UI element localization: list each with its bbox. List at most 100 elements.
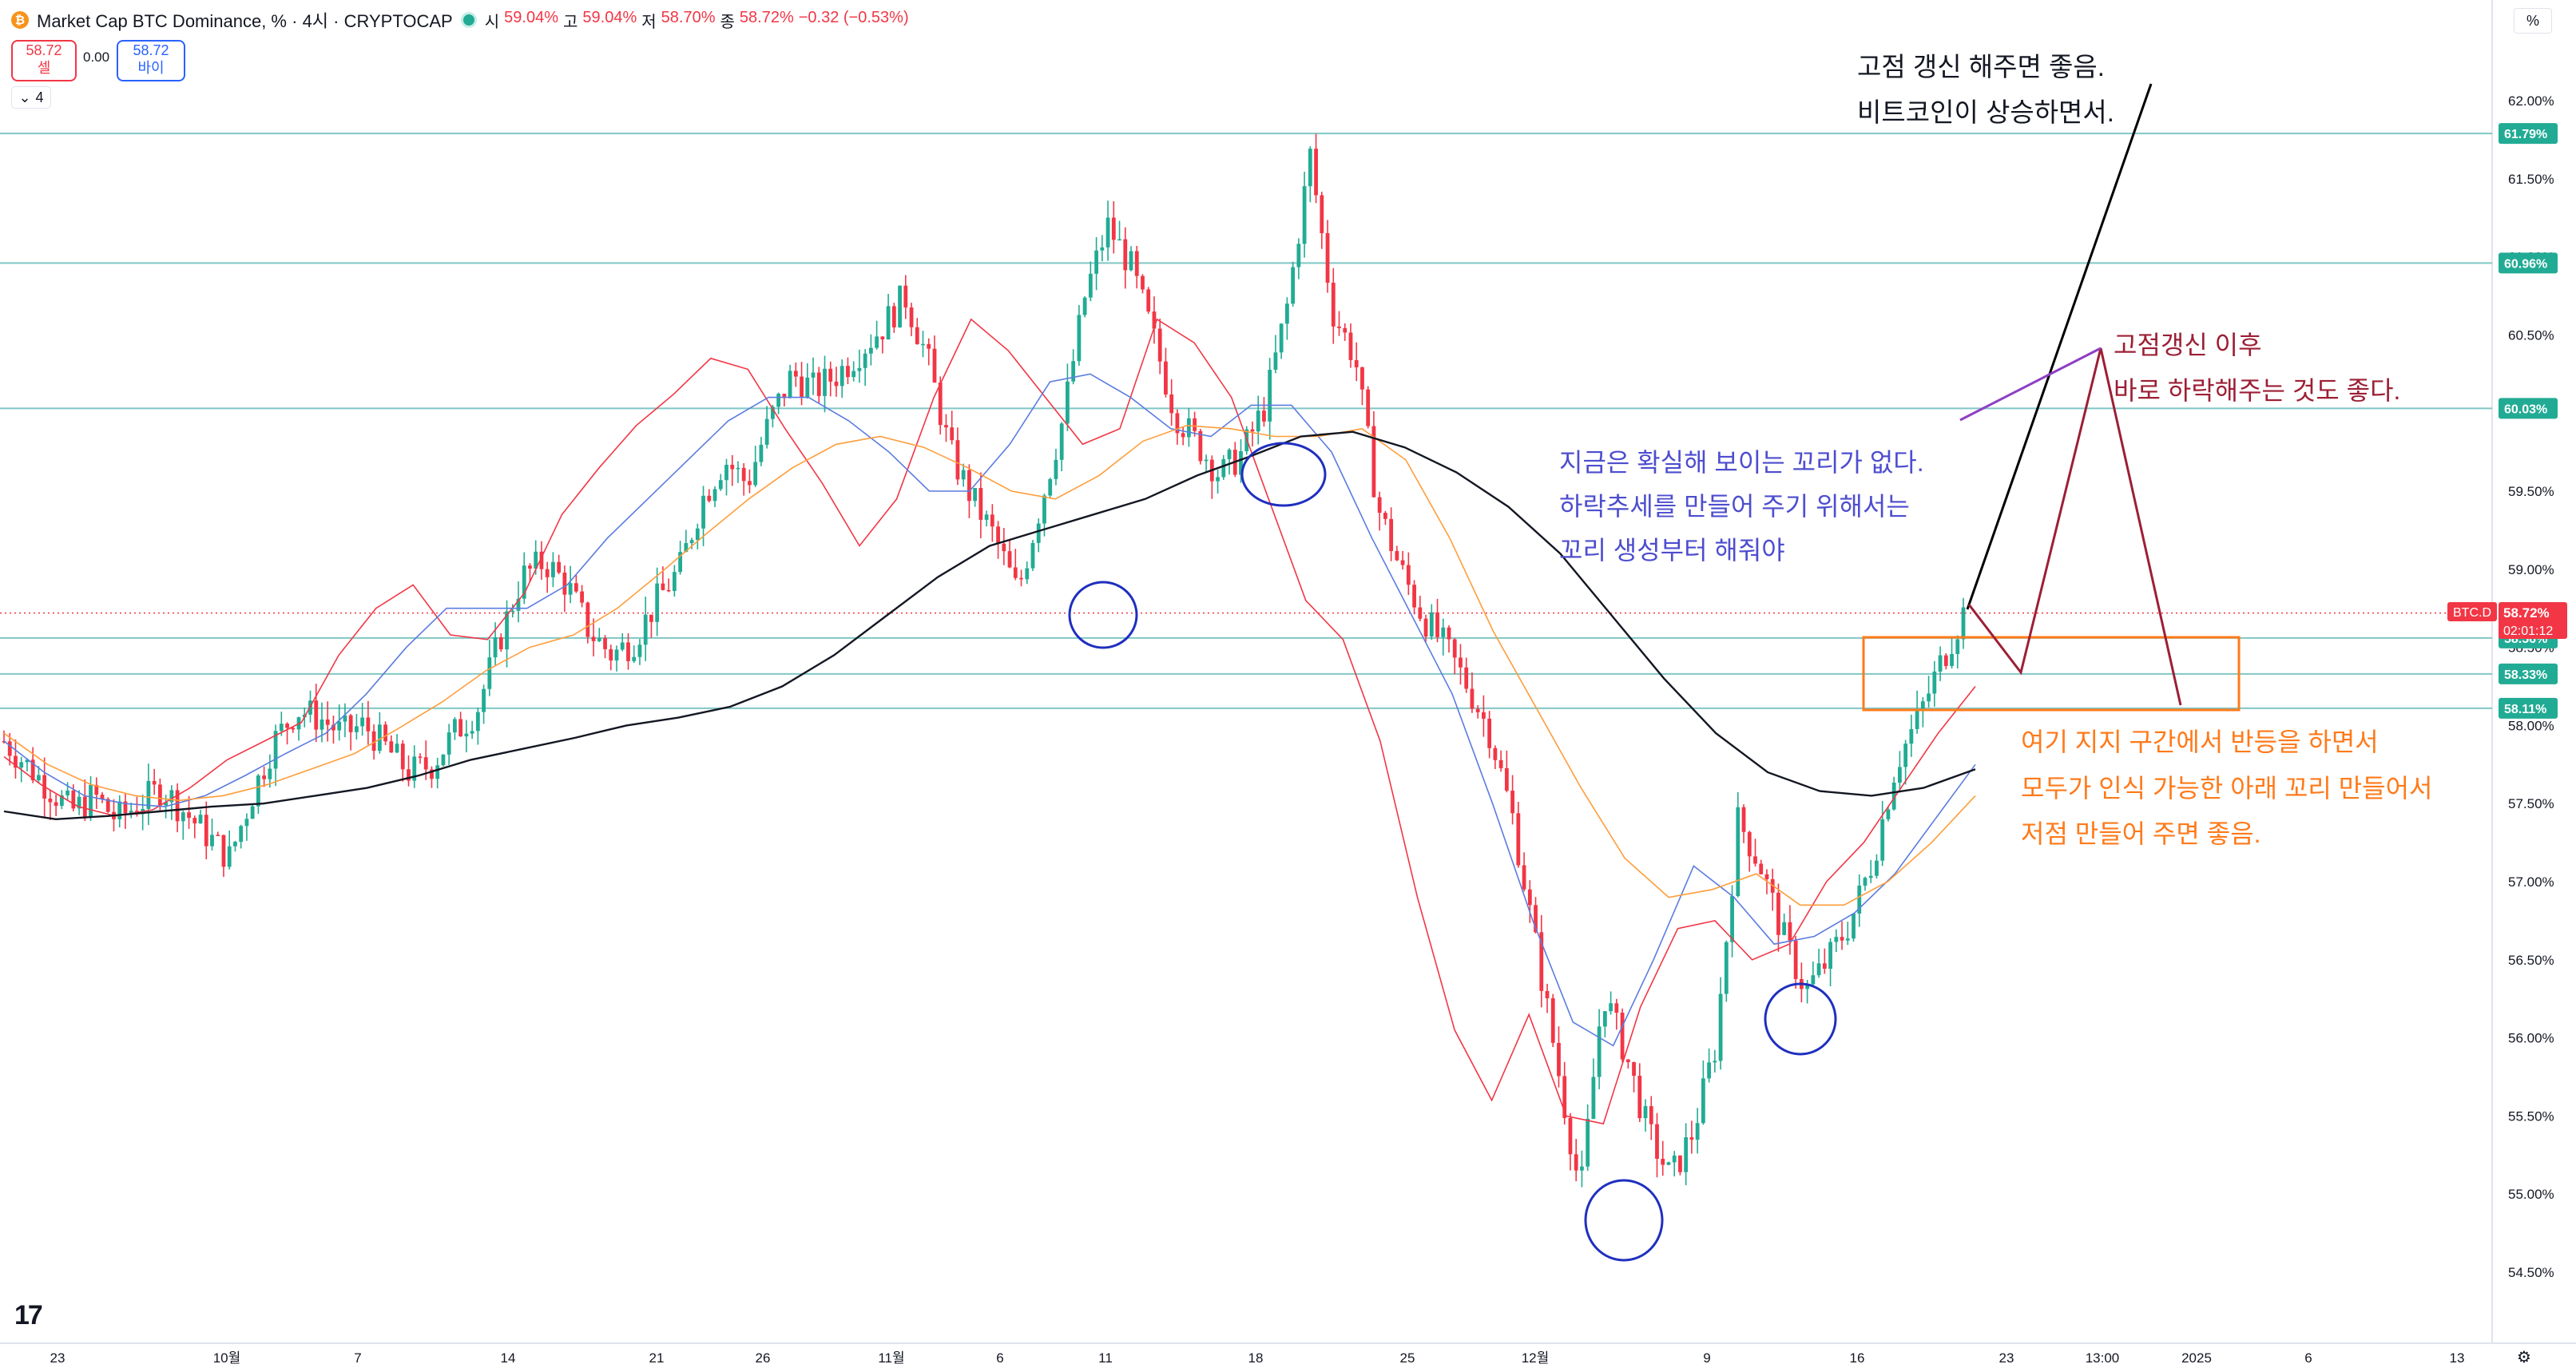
candle-body xyxy=(1400,560,1405,565)
candle-body xyxy=(938,382,943,426)
candle-body xyxy=(1666,1162,1671,1165)
candle-body xyxy=(487,657,492,689)
candle-body xyxy=(458,719,463,737)
symbol-header[interactable]: ₿ Market Cap BTC Dominance, % · 4시 · CRY… xyxy=(11,6,909,34)
last-price-value: 58.72% xyxy=(2503,605,2550,621)
candle-body xyxy=(828,368,833,382)
candle-body xyxy=(1186,418,1191,438)
candle-body xyxy=(1707,1062,1712,1079)
annotation-right-line2: 바로 하락해주는 것도 좋다. xyxy=(2114,376,2400,405)
candle-body xyxy=(1857,885,1862,914)
candle-body xyxy=(181,812,185,822)
bitcoin-icon: ₿ xyxy=(11,11,29,29)
candle-body xyxy=(1920,701,1925,709)
candle-body xyxy=(1216,477,1220,482)
last-price-countdown: 02:01:12 xyxy=(2503,625,2553,638)
candle-body xyxy=(1198,430,1203,462)
candle-body xyxy=(377,724,382,751)
candle-body xyxy=(233,842,237,847)
candle-body xyxy=(1863,878,1868,886)
symbol-badge-text: BTC.D xyxy=(2453,606,2491,620)
candle-body xyxy=(1504,767,1509,791)
circle-marker-4[interactable] xyxy=(1764,982,1837,1056)
candle-body xyxy=(620,642,625,650)
purple-trend-line[interactable] xyxy=(1959,347,2102,422)
candle-body xyxy=(1117,239,1121,241)
candle-body xyxy=(505,611,509,650)
buy-button[interactable]: 58.72 바이 xyxy=(117,40,185,81)
candle-body xyxy=(898,285,902,327)
candle-body xyxy=(1759,863,1764,874)
candle-body xyxy=(1539,932,1544,991)
candle-body xyxy=(1429,612,1434,637)
candle-body xyxy=(562,572,567,595)
candle-body xyxy=(1302,186,1307,244)
candle-body xyxy=(216,835,220,836)
candle-body xyxy=(1891,782,1896,810)
candle-body xyxy=(811,372,816,378)
candle-body xyxy=(712,489,717,502)
candle-body xyxy=(655,583,660,622)
candle-body xyxy=(498,636,503,650)
x-tick-label: 6 xyxy=(2304,1350,2312,1366)
candle-body xyxy=(800,376,804,398)
candle-body xyxy=(475,712,480,732)
candle-body xyxy=(1193,418,1197,431)
gear-icon[interactable]: ⚙ xyxy=(2517,1349,2531,1366)
candle-body xyxy=(1741,807,1746,832)
candle-body xyxy=(1296,244,1301,268)
candle-body xyxy=(875,336,879,348)
candle-body xyxy=(1961,607,1966,640)
circle-marker-3[interactable] xyxy=(1584,1179,1664,1262)
candle-body xyxy=(1816,963,1821,976)
candle-body xyxy=(1955,639,1960,654)
candle-body xyxy=(331,724,335,731)
candle-body xyxy=(1441,627,1446,637)
candle-body xyxy=(250,806,255,819)
candle-body xyxy=(239,826,244,843)
candle-body xyxy=(955,440,960,480)
candle-body xyxy=(1371,426,1376,498)
annotation-top-line2: 비트코인이 상승하면서. xyxy=(1857,97,2114,127)
sell-button[interactable]: 58.72 셀 xyxy=(11,40,77,81)
candle-body xyxy=(221,835,226,867)
candle-body xyxy=(1256,410,1260,432)
candle-body xyxy=(1868,875,1873,878)
candle-body xyxy=(169,790,174,803)
circle-marker-1[interactable] xyxy=(1068,581,1138,649)
percent-scale-button[interactable]: % xyxy=(2514,8,2552,34)
candle-body xyxy=(868,347,873,354)
candle-body xyxy=(1059,423,1064,460)
up-projection-line[interactable] xyxy=(1966,83,2153,610)
candle-body xyxy=(1002,543,1006,552)
candle-body xyxy=(348,715,353,732)
candle-body xyxy=(1568,1117,1573,1155)
candle-body xyxy=(649,614,653,622)
candle-body xyxy=(1805,984,1810,989)
candle-body xyxy=(1013,567,1018,578)
candle-body xyxy=(1840,937,1844,941)
candle-body xyxy=(1632,1061,1636,1077)
candle-body xyxy=(990,514,994,527)
y-tick-label: 60.50% xyxy=(2508,327,2554,343)
support-zone-rectangle[interactable] xyxy=(1862,636,2241,712)
candle-body xyxy=(1736,807,1740,897)
y-tick-label: 56.50% xyxy=(2508,953,2554,968)
candle-body xyxy=(643,614,648,645)
candle-body xyxy=(1325,232,1330,283)
circle-marker-2[interactable] xyxy=(1240,442,1327,507)
candle-body xyxy=(1141,276,1145,290)
candle-body xyxy=(1169,394,1174,414)
candle-body xyxy=(967,470,971,502)
candle-body xyxy=(1834,937,1839,942)
candle-body xyxy=(314,700,319,730)
time-axis[interactable]: 23 10월 7 14 21 26 11월 6 11 18 25 12월 9 16 23 13:00 2025 6… xyxy=(50,1349,2531,1366)
candle-body xyxy=(1100,247,1105,251)
indicators-toggle[interactable]: ⌄ 4 xyxy=(11,86,51,109)
candle-body xyxy=(65,790,69,795)
zigzag-projection[interactable] xyxy=(1967,347,2182,706)
annotation-mid-line3: 꼬리 생성부터 해줘야 xyxy=(1559,536,1785,565)
candle-body xyxy=(632,656,637,661)
low-label: 저 xyxy=(641,13,657,31)
